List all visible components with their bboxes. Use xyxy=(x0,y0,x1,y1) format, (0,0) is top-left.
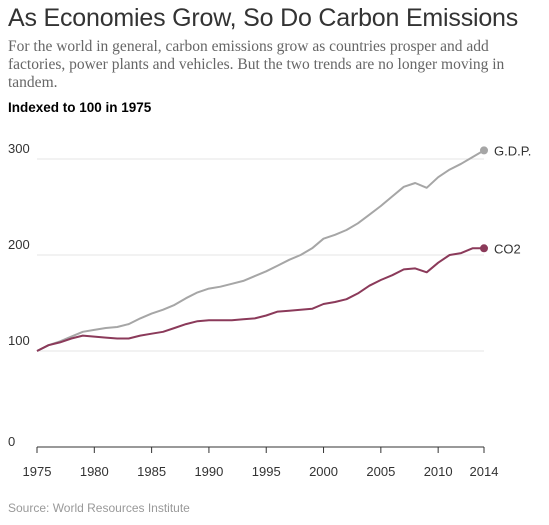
y-tick-label-200: 200 xyxy=(8,237,30,252)
x-tick-label-1985: 1985 xyxy=(137,464,166,479)
series-line-gdp xyxy=(36,149,485,352)
y-tick-label-100: 100 xyxy=(8,333,30,348)
series-label-gdp: G.D.P. xyxy=(494,143,531,158)
x-tick-label-1990: 1990 xyxy=(194,464,223,479)
x-tick-label-1975: 1975 xyxy=(23,464,52,479)
x-tick-label-2005: 2005 xyxy=(366,464,395,479)
series-lines xyxy=(36,146,488,352)
x-tick-label-2010: 2010 xyxy=(424,464,453,479)
source-note: Source: World Resources Institute xyxy=(8,501,190,515)
series-end-point-co2 xyxy=(480,244,488,253)
x-tick-label-1980: 1980 xyxy=(80,464,109,479)
tick-labels: 1975 1980 1985 1990 1995 2000 2005 2010 2014 0 100… xyxy=(8,141,531,479)
chart-title: As Economies Grow, So Do Carbon Emission… xyxy=(8,4,519,32)
series-end-point-gdp xyxy=(480,146,488,155)
index-unit-label: Indexed to 100 in 1975 xyxy=(8,100,152,115)
chart-subtitle: For the world in general, carbon emissio… xyxy=(8,38,505,91)
x-tick-label-2014: 2014 xyxy=(470,464,499,479)
y-tick-label-0: 0 xyxy=(8,434,15,449)
y-tick-label-300: 300 xyxy=(8,141,30,156)
grid-lines xyxy=(37,158,484,352)
series-label-co2: CO2 xyxy=(494,241,521,256)
x-tick-label-1995: 1995 xyxy=(252,464,281,479)
axes xyxy=(36,446,485,453)
x-tick-label-2000: 2000 xyxy=(309,464,338,479)
series-line-co2 xyxy=(36,247,484,352)
